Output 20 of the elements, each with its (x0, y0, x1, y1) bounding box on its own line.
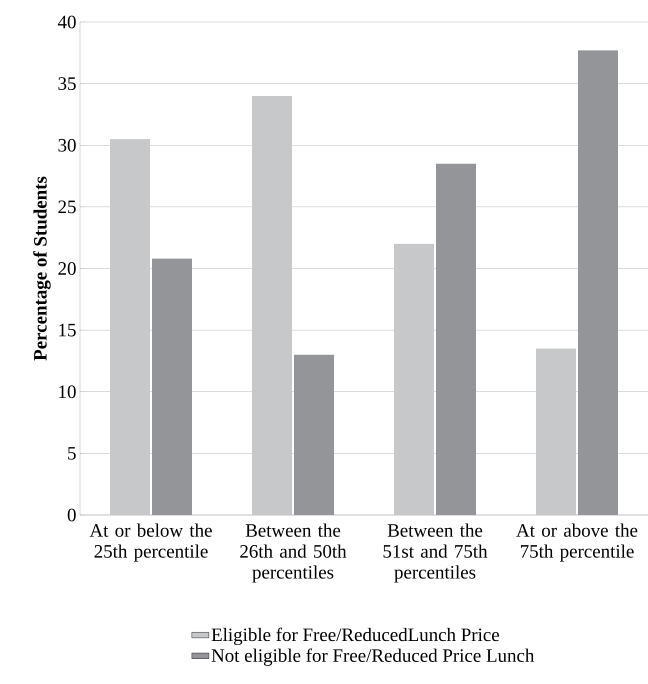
x-tick-label: At or below the 25th percentile (90, 524, 212, 562)
y-axis-title: Percentage of Students (33, 176, 51, 361)
y-tick-label: 15 (59, 324, 76, 336)
x-tick-label: At or above the 75th percentile (516, 524, 638, 562)
y-tick-label: 35 (58, 77, 76, 90)
bar (394, 244, 434, 515)
y-tick-label: 40 (58, 16, 76, 28)
bar (110, 139, 150, 515)
bar (252, 96, 292, 515)
y-tick-label: 25 (58, 200, 76, 214)
legend-label: Eligible for Free/ReducedLunch Price (212, 628, 500, 646)
bar (536, 348, 576, 515)
x-tick-label: Between the 26th and 50th percentiles (240, 524, 346, 583)
y-tick-label: 5 (68, 447, 76, 460)
y-tick-label: 20 (58, 262, 76, 275)
y-tick-label: 10 (59, 385, 76, 398)
y-tick-label: 30 (58, 138, 76, 152)
y-tick-label: 0 (68, 508, 76, 522)
legend-label: Not eligible for Free/Reduced Price Lunch (212, 648, 534, 666)
x-tick-label: Between the 51st and 75th percentiles (384, 524, 488, 583)
